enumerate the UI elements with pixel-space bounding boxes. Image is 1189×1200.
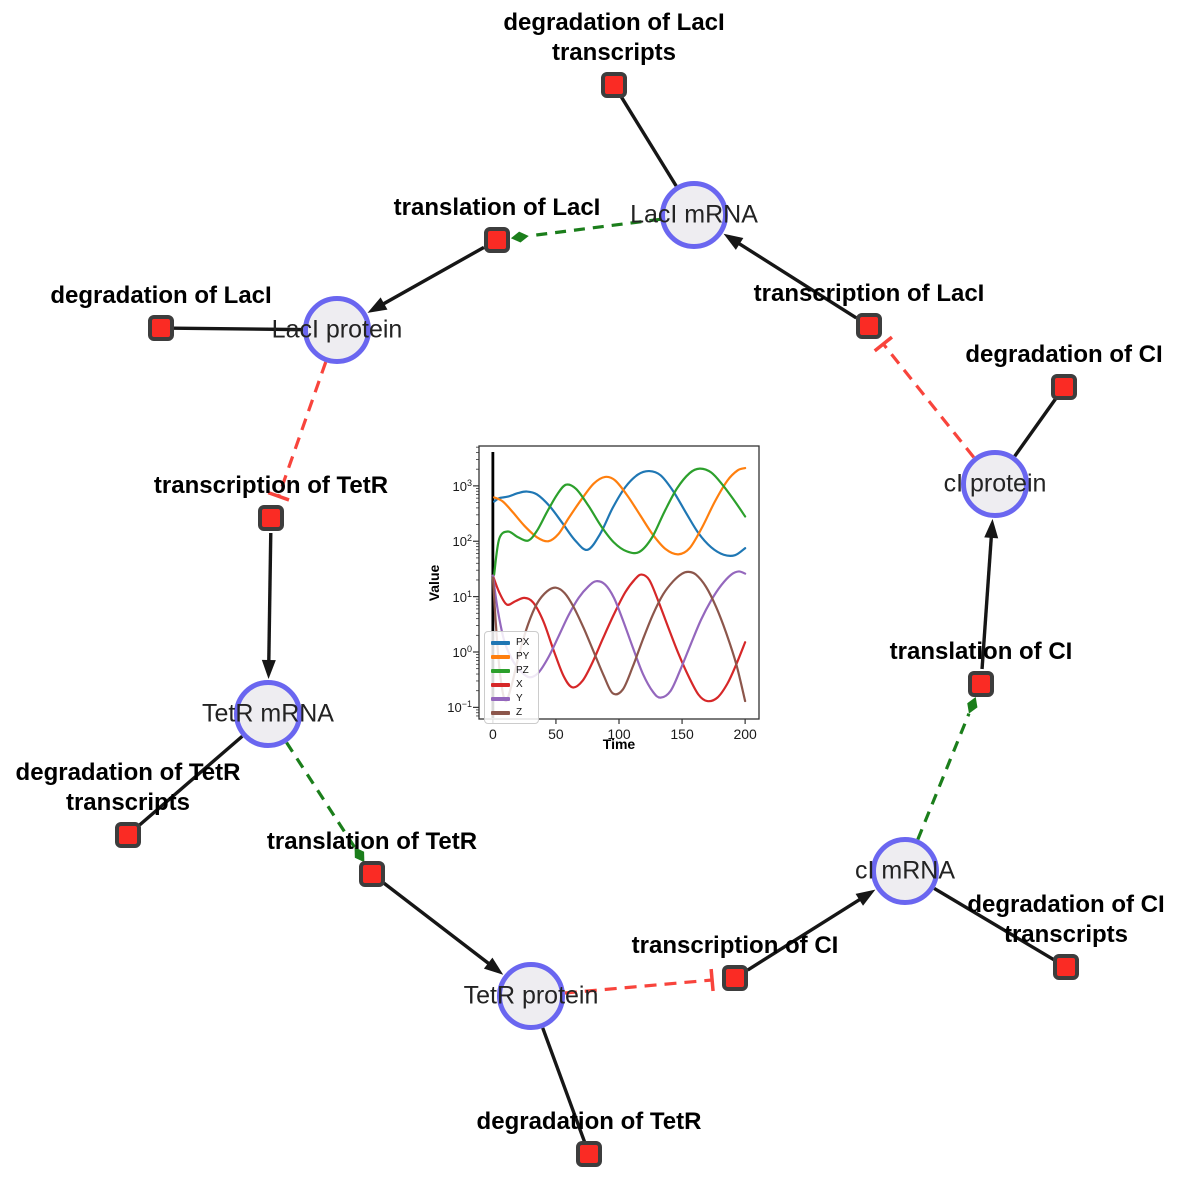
x-tick-150: 150 — [670, 726, 694, 742]
y-tick-10e0: 100 — [452, 643, 472, 661]
edge-ci-protein-degradation-of-ci — [1013, 396, 1058, 458]
reaction-node-degradation-of-laci[interactable] — [148, 315, 174, 341]
reaction-node-transcription-of-tetr[interactable] — [258, 505, 284, 531]
edge-laci-mrna-degradation-of-laci-transcripts — [619, 95, 678, 187]
species-label-ci-mrna: cI mRNA — [855, 856, 955, 885]
series-PY — [493, 466, 747, 556]
reaction-node-degradation-of-laci-transcripts[interactable] — [601, 72, 627, 98]
y-tick-10e-1: 10−1 — [447, 699, 472, 716]
legend-entry-Z: Z — [491, 707, 529, 718]
legend-entry-PZ: PZ — [491, 665, 529, 676]
time-series-inset-plot: Value Time 0 50 100 150 200 103 102 101 100 10−1 … — [420, 435, 792, 767]
species-label-tetr-mrna: TetR mRNA — [202, 699, 334, 728]
edge-ci-mrna-translation-of-ci — [916, 696, 978, 841]
series-PZ — [493, 467, 747, 576]
legend-entry-PX: PX — [491, 637, 529, 648]
reaction-label-degradation-of-laci-transcripts: degradation of LacI transcripts — [503, 9, 725, 66]
plot-spines — [478, 445, 760, 720]
legend-label-PZ: PZ — [516, 664, 529, 676]
x-tick-100: 100 — [607, 726, 631, 742]
reaction-label-translation-of-ci: translation of CI — [889, 638, 1073, 665]
species-label-laci-mrna: LacI mRNA — [630, 200, 758, 229]
species-node-laci-mrna[interactable] — [660, 181, 728, 249]
reaction-node-degradation-of-tetr[interactable] — [576, 1141, 602, 1167]
reaction-label-transcription-of-laci: transcription of LacI — [753, 280, 985, 307]
x-tick-50: 50 — [548, 726, 564, 742]
species-label-ci-protein: cI protein — [943, 469, 1047, 498]
reaction-node-degradation-of-ci[interactable] — [1051, 374, 1077, 400]
legend-swatch-PX — [491, 640, 510, 645]
legend-entry-Y: Y — [491, 693, 529, 704]
reaction-node-translation-of-laci[interactable] — [484, 227, 510, 253]
x-axis-label: Time — [602, 736, 636, 752]
reaction-node-translation-of-ci[interactable] — [968, 671, 994, 697]
reaction-label-degradation-of-tetr-transcripts: degradation of TetR transcripts — [15, 759, 241, 816]
legend-swatch-Z — [491, 710, 510, 715]
legend-label-PY: PY — [516, 650, 530, 662]
species-node-tetr-mrna[interactable] — [234, 680, 302, 748]
chart-legend: PX PY PZ X Y Z — [484, 631, 540, 724]
y-tick-10e2: 102 — [452, 533, 472, 550]
legend-swatch-Y — [491, 696, 510, 701]
species-node-tetr-protein[interactable] — [497, 962, 565, 1030]
legend-swatch-X — [491, 682, 510, 687]
reaction-label-transcription-of-ci: transcription of CI — [631, 932, 839, 959]
legend-swatch-PZ — [491, 668, 510, 673]
edge-laci-protein-degradation-of-laci — [173, 326, 304, 332]
legend-entry-X: X — [491, 679, 529, 690]
series-X — [491, 573, 747, 703]
edge-transcription-of-tetr-tetr-mrna — [261, 532, 276, 680]
species-label-tetr-protein: TetR protein — [463, 981, 599, 1010]
reaction-node-transcription-of-ci[interactable] — [722, 965, 748, 991]
edge-transcription-of-ci-ci-mrna — [746, 889, 876, 972]
legend-entry-PY: PY — [491, 651, 529, 662]
y-tick-10e1: 101 — [452, 588, 472, 605]
legend-label-PX: PX — [516, 636, 530, 648]
edge-translation-of-laci-laci-protein — [367, 245, 485, 313]
legend-label-X: X — [516, 678, 523, 690]
edge-laci-mrna-translation-of-laci — [510, 217, 661, 243]
species-label-laci-protein: LacI protein — [271, 315, 403, 344]
reaction-node-degradation-of-ci-transcripts[interactable] — [1053, 954, 1079, 980]
edge-tetr-mrna-degradation-of-tetr-transcripts — [136, 734, 244, 828]
reaction-label-translation-of-tetr: translation of TetR — [266, 828, 478, 855]
legend-label-Z: Z — [516, 706, 523, 718]
reaction-label-transcription-of-tetr: transcription of TetR — [153, 472, 389, 499]
legend-label-Y: Y — [516, 692, 523, 704]
species-node-ci-mrna[interactable] — [871, 837, 939, 905]
edge-tetr-protein-degradation-of-tetr — [541, 1027, 587, 1143]
reaction-label-degradation-of-ci: degradation of CI — [965, 341, 1163, 368]
series-PX — [493, 469, 747, 557]
edge-tetr-protein-transcription-of-ci — [564, 968, 715, 995]
edge-tetr-mrna-translation-of-tetr — [285, 741, 365, 863]
reaction-label-degradation-of-laci: degradation of LacI — [50, 282, 272, 309]
edge-translation-of-tetr-tetr-protein — [382, 881, 504, 975]
edge-ci-protein-transcription-of-laci — [873, 335, 976, 459]
edge-translation-of-ci-ci-protein — [980, 518, 999, 670]
species-node-ci-protein[interactable] — [961, 450, 1029, 518]
species-node-laci-protein[interactable] — [303, 296, 371, 364]
reaction-node-degradation-of-tetr-transcripts[interactable] — [115, 822, 141, 848]
y-tick-10e3: 103 — [452, 477, 472, 495]
chart-plot-area — [473, 445, 760, 724]
x-tick-200: 200 — [733, 726, 757, 742]
legend-swatch-PY — [491, 654, 510, 659]
reaction-label-translation-of-laci: translation of LacI — [393, 194, 601, 221]
reaction-node-translation-of-tetr[interactable] — [359, 861, 385, 887]
reaction-label-degradation-of-ci-transcripts: degradation of CI transcripts — [967, 891, 1165, 948]
reaction-label-degradation-of-tetr: degradation of TetR — [476, 1108, 702, 1135]
x-tick-0: 0 — [488, 726, 497, 742]
edge-transcription-of-laci-laci-mrna — [723, 233, 858, 320]
edge-laci-protein-transcription-of-tetr — [267, 361, 328, 502]
edge-ci-mrna-degradation-of-ci-transcripts — [933, 886, 1056, 962]
reaction-node-transcription-of-laci[interactable] — [856, 313, 882, 339]
